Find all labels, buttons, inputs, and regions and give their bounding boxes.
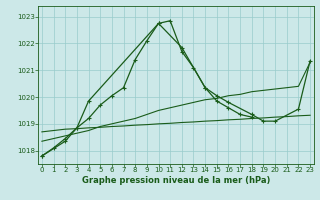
- X-axis label: Graphe pression niveau de la mer (hPa): Graphe pression niveau de la mer (hPa): [82, 176, 270, 185]
